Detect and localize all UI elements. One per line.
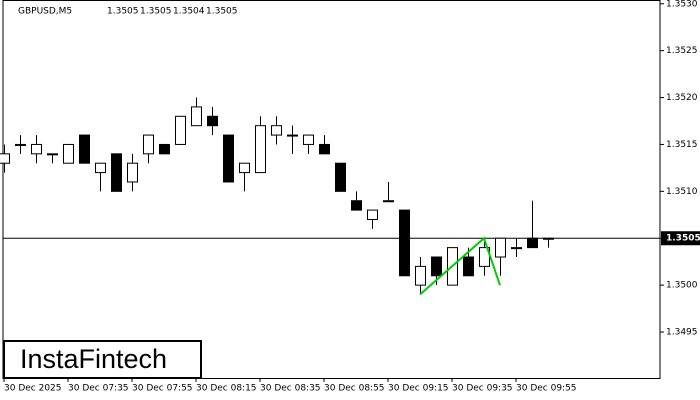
y-tick-label: 1.3515 [666, 140, 698, 150]
y-tick-label: 1.3520 [666, 93, 698, 103]
candle-body [543, 237, 554, 240]
candle-body [0, 153, 10, 164]
x-tick-label: 30 Dec 08:55 [324, 384, 385, 394]
candle-body [143, 134, 154, 155]
candle-body [63, 143, 74, 164]
x-tick-label: 30 Dec 09:15 [388, 384, 449, 394]
candle-body [319, 143, 330, 155]
x-tick-label: 30 Dec 07:35 [68, 384, 129, 394]
logo: InstaFintech [20, 344, 167, 374]
ohlc-value: 1.3505 [206, 7, 238, 17]
candle-body [47, 153, 58, 156]
ohlc-value: 1.3505 [107, 7, 139, 17]
ohlc-value: 1.3505 [140, 7, 172, 17]
candle-body [207, 115, 218, 127]
candle-body [271, 125, 282, 136]
candle-body [399, 209, 410, 277]
candle-body [191, 106, 202, 127]
candle-body [415, 265, 426, 286]
chart-title: GBPUSD,M5 [18, 7, 72, 17]
pattern-line [419, 236, 501, 296]
candle-body [383, 200, 394, 203]
candle-body [431, 256, 442, 277]
candle-body [495, 237, 506, 258]
price-label-box [661, 231, 700, 246]
y-tick-label: 1.3525 [666, 46, 698, 56]
ohlc-value: 1.3504 [173, 7, 205, 17]
price-label: 1.3505 [666, 234, 700, 244]
x-tick-label: 30 Dec 08:15 [196, 384, 257, 394]
x-tick-label: 30 Dec 2025 [4, 384, 62, 394]
y-tick-label: 1.3495 [666, 328, 698, 338]
y-tick-label: 1.3510 [666, 187, 698, 197]
candle-body [287, 134, 298, 137]
candle-body [511, 247, 522, 250]
candle-body [223, 134, 234, 183]
candle-body [335, 162, 346, 192]
candle-body [15, 143, 26, 146]
x-tick-label: 30 Dec 09:55 [516, 384, 577, 394]
candle-body [351, 200, 362, 211]
candle-body [79, 134, 90, 164]
candle-body [127, 162, 138, 183]
candle-body [95, 162, 106, 174]
candle-body [31, 143, 42, 155]
candle-body [527, 237, 538, 249]
candle-body [159, 143, 170, 155]
candle-body [367, 209, 378, 220]
candle-body [255, 125, 266, 174]
x-tick-label: 30 Dec 07:55 [132, 384, 193, 394]
plot-frame [2, 0, 661, 379]
logo-box [3, 340, 202, 379]
y-tick-label: 1.3530 [666, 0, 698, 9]
candle-body [239, 162, 250, 174]
candle-body [111, 153, 122, 192]
candle-body [175, 115, 186, 145]
x-tick-label: 30 Dec 09:35 [452, 384, 513, 394]
x-tick-label: 30 Dec 08:35 [260, 384, 321, 394]
candle-body [303, 134, 314, 145]
candle-body [463, 256, 474, 277]
y-tick-label: 1.3500 [666, 281, 698, 291]
